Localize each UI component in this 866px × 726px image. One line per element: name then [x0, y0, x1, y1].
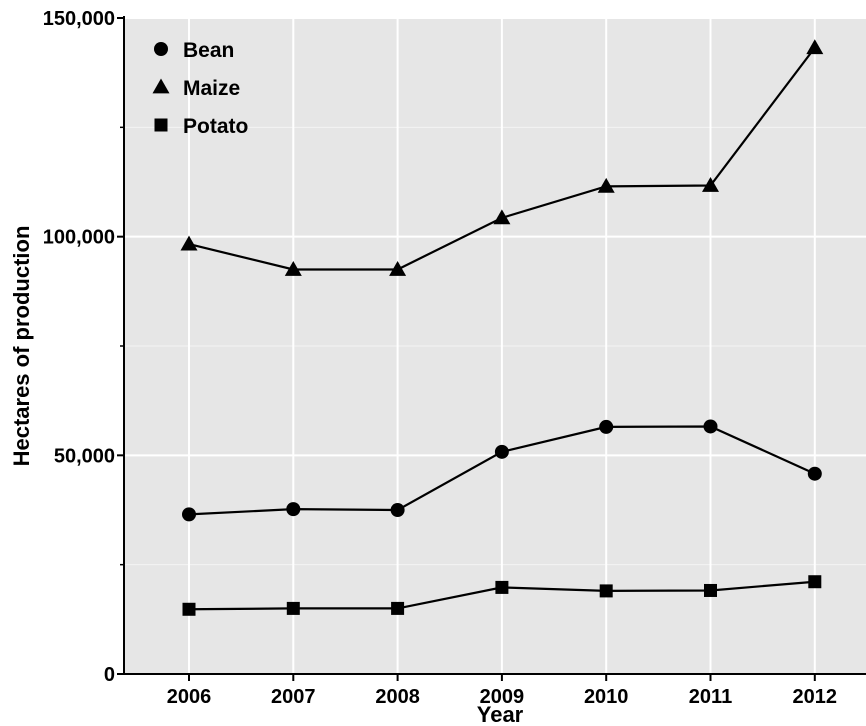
minor-gridlines [124, 126, 866, 566]
legend-label-potato: Potato [183, 115, 248, 138]
point-bean-2010 [599, 419, 614, 434]
major-gridlines [124, 17, 866, 675]
y-tick-label: 100,000 [43, 227, 115, 249]
point-bean-2011 [703, 419, 718, 434]
point-potato-2009 [495, 580, 509, 594]
point-maize-2012 [806, 39, 824, 55]
point-bean-2007 [286, 502, 301, 517]
point-potato-2012 [808, 575, 822, 589]
point-bean-2006 [182, 507, 196, 522]
x-axis-title: Year [477, 702, 524, 726]
y-tick-label: 0 [104, 664, 115, 686]
legend: Bean Maize Potato [152, 39, 248, 138]
point-maize-2007 [284, 260, 302, 276]
legend-marker-potato [154, 118, 168, 132]
legend-marker-maize [152, 78, 170, 94]
series-markers [180, 39, 824, 616]
point-maize-2009 [493, 209, 511, 225]
point-bean-2012 [807, 466, 822, 481]
point-potato-2008 [391, 601, 405, 615]
x-tick-label: 2009 [480, 686, 525, 708]
y-tick-label: 50,000 [54, 445, 115, 467]
x-tick-label: 2010 [584, 686, 629, 708]
point-maize-2006 [180, 235, 198, 251]
x-axis-ticks: 2006 2007 2008 2009 2010 2011 2012 [167, 674, 837, 708]
x-tick-label: 2012 [793, 686, 838, 708]
point-potato-2010 [599, 584, 613, 598]
x-tick-label: 2008 [375, 686, 420, 708]
y-tick-label: 150,000 [43, 8, 115, 30]
point-potato-2011 [704, 583, 717, 597]
point-maize-2011 [702, 176, 719, 192]
y-axis-ticks: 0 50,000 100,000 150,000 [43, 8, 124, 686]
x-tick-label: 2007 [271, 686, 316, 708]
point-potato-2006 [182, 602, 196, 616]
y-axis-title: Hectares of production [9, 226, 34, 467]
x-tick-label: 2006 [167, 686, 212, 708]
legend-label-maize: Maize [183, 77, 240, 100]
point-potato-2007 [286, 601, 300, 615]
x-tick-label: 2011 [689, 686, 732, 708]
legend-label-bean: Bean [183, 39, 234, 62]
point-bean-2008 [390, 503, 405, 517]
legend-marker-bean [154, 42, 168, 56]
point-maize-2010 [597, 177, 615, 193]
point-bean-2009 [494, 444, 509, 459]
point-maize-2008 [389, 260, 407, 276]
